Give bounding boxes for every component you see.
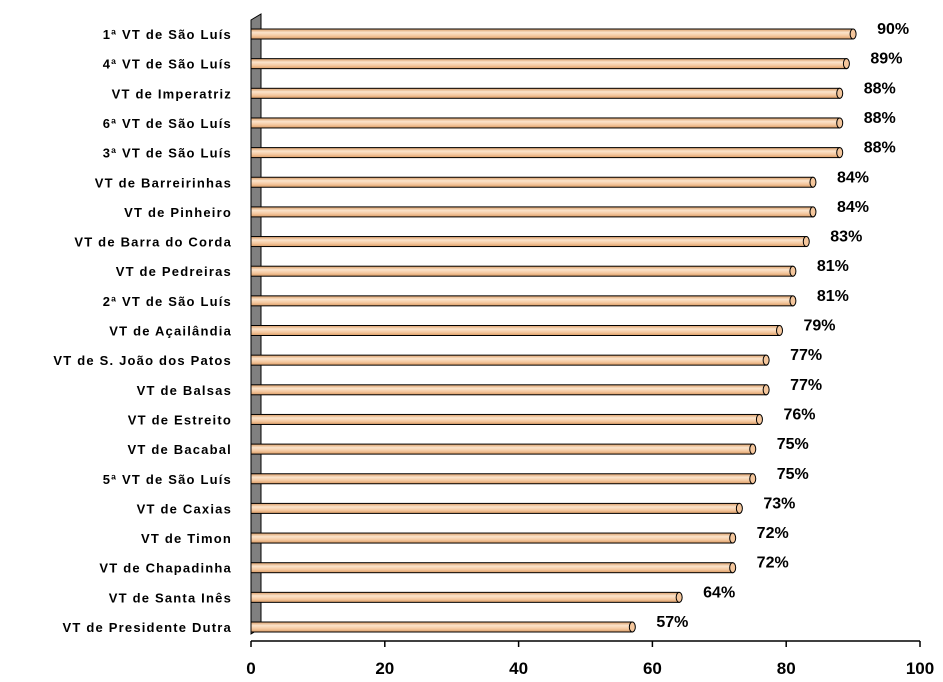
bar-end-cap xyxy=(836,87,844,99)
bar xyxy=(250,621,633,633)
bar-end-cap xyxy=(809,206,817,218)
category-label: VT de Pinheiro xyxy=(124,205,232,220)
category-label: VT de Pedreiras xyxy=(116,264,232,279)
bar-end-cap xyxy=(749,443,757,455)
bar-end-cap xyxy=(789,265,797,277)
bar-end-cap xyxy=(849,28,857,40)
data-label: 75% xyxy=(777,466,809,483)
bar xyxy=(250,295,794,307)
bar xyxy=(250,58,847,70)
bar xyxy=(250,28,854,40)
bar-end-cap xyxy=(628,621,636,633)
data-label: 75% xyxy=(777,436,809,453)
bar xyxy=(250,206,814,218)
x-tick-label: 100 xyxy=(906,659,934,678)
category-label: VT de Chapadinha xyxy=(99,561,232,576)
bar-end-cap xyxy=(675,591,683,603)
bar xyxy=(250,265,794,277)
bar-end-cap xyxy=(776,325,784,336)
bar-end-cap xyxy=(842,58,850,70)
bar xyxy=(250,236,807,248)
data-label: 90% xyxy=(877,21,909,38)
x-tick-label: 0 xyxy=(246,659,255,678)
data-label: 72% xyxy=(757,555,789,572)
bar-end-cap xyxy=(729,532,737,544)
category-label: VT de Caxias xyxy=(137,501,232,516)
data-label: 57% xyxy=(656,614,688,631)
data-label: 73% xyxy=(763,495,795,512)
category-label: VT de Açailândia xyxy=(109,324,232,339)
data-label: 83% xyxy=(830,229,862,246)
category-label: VT de S. João dos Patos xyxy=(53,353,232,368)
bar xyxy=(250,532,734,544)
data-label: 88% xyxy=(864,80,896,97)
bar xyxy=(250,176,814,188)
category-label: 4ª VT de São Luís xyxy=(103,57,232,72)
bar xyxy=(250,87,841,99)
x-tick-label: 40 xyxy=(509,659,528,678)
category-label: VT de Bacabal xyxy=(128,442,232,457)
x-tick-label: 20 xyxy=(375,659,394,678)
bar xyxy=(250,443,754,455)
bar-end-cap xyxy=(809,176,817,188)
bar-end-cap xyxy=(789,295,797,307)
bar xyxy=(250,147,841,159)
x-axis-ticks: 0 20 40 60 80 100 xyxy=(246,641,934,678)
bar-end-cap xyxy=(735,502,743,514)
data-label: 77% xyxy=(790,347,822,364)
bar-end-cap xyxy=(762,384,770,396)
data-label: 81% xyxy=(817,258,849,275)
bar xyxy=(250,325,781,336)
x-tick-label: 60 xyxy=(643,659,662,678)
bars-layer xyxy=(250,28,857,633)
bar xyxy=(250,473,754,485)
data-label: 72% xyxy=(757,525,789,542)
category-label: 6ª VT de São Luís xyxy=(103,116,232,131)
data-label: 84% xyxy=(837,199,869,216)
data-label: 77% xyxy=(790,377,822,394)
bar-end-cap xyxy=(762,354,770,366)
category-label: VT de Balsas xyxy=(137,383,232,398)
bar-end-cap xyxy=(755,413,763,425)
bar xyxy=(250,413,760,425)
bar xyxy=(250,591,680,603)
data-label: 88% xyxy=(864,110,896,127)
data-label: 81% xyxy=(817,288,849,305)
bar-end-cap xyxy=(749,473,757,485)
category-label: VT de Estreito xyxy=(128,412,232,427)
category-label: VT de Timon xyxy=(141,531,232,546)
category-label: 1ª VT de São Luís xyxy=(103,27,232,42)
data-label: 79% xyxy=(804,318,836,335)
data-label: 84% xyxy=(837,169,869,186)
data-label: 76% xyxy=(783,406,815,423)
category-label: VT de Presidente Dutra xyxy=(63,620,232,635)
data-label: 89% xyxy=(870,51,902,68)
category-label: VT de Santa Inês xyxy=(109,590,232,605)
bar-end-cap xyxy=(836,147,844,159)
category-label: 5ª VT de São Luís xyxy=(103,472,232,487)
data-label: 88% xyxy=(864,140,896,157)
bar xyxy=(250,502,740,514)
category-label: 2ª VT de São Luís xyxy=(103,294,232,309)
category-label: VT de Imperatriz xyxy=(112,86,232,101)
bar xyxy=(250,354,767,366)
labels-layer: 1ª VT de São Luís 90% 4ª VT de São Luís 89%… xyxy=(53,21,909,635)
bar-end-cap xyxy=(836,117,844,129)
category-label: VT de Barra do Corda xyxy=(74,235,232,250)
category-label: 3ª VT de São Luís xyxy=(103,146,232,161)
x-tick-label: 80 xyxy=(777,659,796,678)
bar xyxy=(250,117,841,129)
category-label: VT de Barreirinhas xyxy=(95,175,232,190)
bar xyxy=(250,384,767,396)
bar xyxy=(250,562,734,574)
data-label: 64% xyxy=(703,584,735,601)
bar-end-cap xyxy=(729,562,737,574)
bar-end-cap xyxy=(802,236,810,248)
